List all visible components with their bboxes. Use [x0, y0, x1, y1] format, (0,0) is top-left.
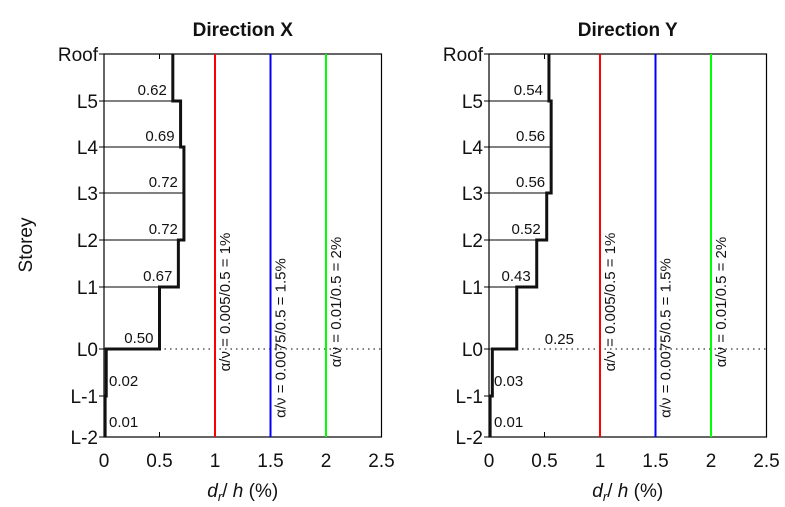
drift-profile-line: [488, 54, 553, 437]
chart-panel-2: Direction Y L-2 L-1 L0 L1 L2 L3 L4 L5 Roof 0 0.5 1 1.…: [443, 20, 780, 504]
x-tick-label: 1.5: [257, 451, 283, 472]
x-tick-label: 1.5: [642, 451, 668, 472]
x-tick-label: 0.5: [146, 451, 172, 472]
storey-label: L0: [462, 340, 483, 361]
drift-value-label: 0.52: [512, 221, 541, 238]
storey-label: L5: [462, 92, 483, 113]
chart-panel-1: Direction X L-2 L-1 L0 L1 L2 L3 L4 L5 Roof 0 0.5 1 1.…: [58, 20, 395, 504]
reference-line-label: α/ν = 0.005/0.5 = 1%: [602, 233, 619, 372]
storey-label: L1: [77, 278, 98, 299]
storey-label: Roof: [58, 45, 99, 66]
reference-line-label: α/ν = 0.0075/0.5 = 1.5%: [273, 258, 290, 418]
storey-label: L3: [77, 184, 98, 205]
drift-value-label: 0.01: [109, 414, 138, 431]
chart-title: Direction X: [193, 20, 294, 41]
drift-value-label: 0.72: [149, 221, 178, 238]
storey-label: L5: [77, 92, 98, 113]
drift-value-label: 0.56: [516, 128, 545, 145]
storey-label: L-1: [71, 387, 98, 408]
storey-label: Roof: [443, 45, 484, 66]
storey-label: L4: [462, 138, 484, 159]
storey-label: L-2: [71, 428, 98, 449]
x-tick-label: 0: [484, 451, 495, 472]
storey-label: L1: [462, 278, 483, 299]
reference-line-label: α/ν = 0.01/0.5 = 2%: [713, 237, 730, 367]
x-axis-label: dr/ h (%): [207, 481, 278, 504]
reference-line-label: α/ν = 0.0075/0.5 = 1.5%: [658, 258, 675, 418]
reference-line-label: α/ν = 0.005/0.5 = 1%: [217, 233, 234, 372]
x-axis-label: dr/ h (%): [592, 481, 663, 504]
plot-frame: [103, 53, 383, 438]
x-tick-label: 0: [99, 451, 110, 472]
storey-label: L4: [77, 138, 99, 159]
x-tick-label: 2: [321, 451, 332, 472]
storey-label: L2: [77, 231, 98, 252]
x-tick-label: 2.5: [753, 451, 779, 472]
x-tick-label: 0.5: [531, 451, 557, 472]
storey-label: L-1: [456, 387, 483, 408]
drift-value-label: 0.03: [494, 373, 523, 390]
drift-value-label: 0.01: [494, 414, 523, 431]
x-tick-label: 2: [706, 451, 717, 472]
drift-value-label: 0.67: [143, 268, 172, 285]
storey-label: L3: [462, 184, 483, 205]
storey-label: L0: [77, 340, 98, 361]
drift-value-label: 0.50: [124, 330, 153, 347]
drift-value-label: 0.62: [138, 82, 167, 99]
chart-title: Direction Y: [578, 20, 678, 41]
drift-value-label: 0.69: [145, 128, 174, 145]
drift-value-label: 0.25: [545, 331, 574, 348]
y-axis-label: Storey: [16, 217, 37, 272]
drift-value-label: 0.54: [514, 82, 543, 99]
drift-value-label: 0.56: [516, 174, 545, 191]
storey-label: L2: [462, 231, 483, 252]
drift-value-label: 0.43: [502, 268, 531, 285]
reference-line-label: α/ν = 0.01/0.5 = 2%: [328, 237, 345, 367]
drift-value-label: 0.02: [109, 373, 138, 390]
drift-profile-line: [103, 54, 186, 437]
plot-frame: [488, 53, 768, 438]
x-tick-label: 2.5: [368, 451, 394, 472]
drift-value-label: 0.72: [149, 174, 178, 191]
storey-label: L-2: [456, 428, 483, 449]
x-tick-label: 1: [210, 451, 221, 472]
x-tick-label: 1: [595, 451, 606, 472]
